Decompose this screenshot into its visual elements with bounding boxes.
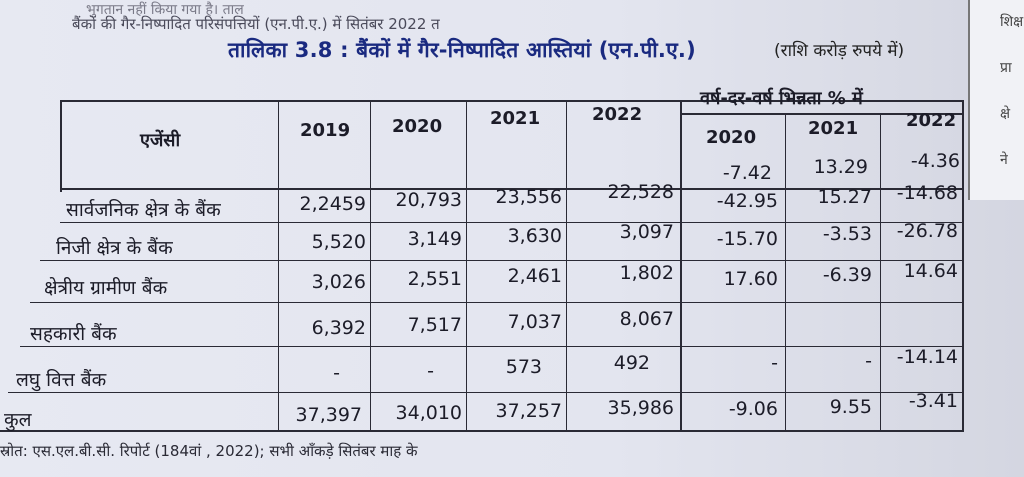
value-cell: 7,037: [507, 311, 562, 333]
intro-line-1: भुगतान नहीं किया गया है। ताल: [86, 2, 244, 18]
intro-line-2: बैंकों की गैर-निष्पादित परिसंपत्तियों (ए…: [72, 15, 440, 33]
side-text: शिक्ष: [1000, 14, 1024, 30]
yoy-cell: -4.36: [910, 150, 960, 172]
yoy-cell: -14.68: [896, 182, 958, 204]
table-unit: (राशि करोड़ रुपये में): [774, 41, 905, 61]
yoy-cell: -6.39: [822, 264, 872, 286]
value-cell: 2,2459: [299, 193, 366, 215]
table-rule: [566, 100, 567, 430]
table-rule: [60, 188, 962, 190]
yoy-cell: -3.53: [822, 223, 872, 245]
value-cell: 3,026: [311, 271, 366, 293]
value-cell: 6,392: [311, 317, 366, 339]
yoy-cell: 17.60: [723, 268, 778, 290]
table-rule: [370, 100, 371, 430]
yoy-cell: -9.06: [728, 398, 778, 420]
yoy-cell: 15.27: [817, 186, 872, 208]
value-cell: 35,986: [607, 397, 674, 419]
value-cell: 37,397: [295, 404, 362, 426]
header-agency: एजेंसी: [140, 130, 181, 151]
row-label: क्षेत्रीय ग्रामीण बैंक: [44, 277, 168, 299]
yoy-cell: -3.41: [908, 390, 958, 412]
value-cell: 37,257: [495, 400, 562, 422]
table-title: तालिका 3.8 : बैंकों में गैर-निष्पादित आस…: [228, 38, 696, 62]
value-cell: 3,149: [407, 228, 462, 250]
table-rule: [962, 100, 964, 432]
row-label: लघु वित्त बैंक: [16, 369, 107, 391]
yoy-cell: -26.78: [896, 220, 958, 242]
value-cell: 23,556: [495, 186, 562, 208]
table-rule: [880, 113, 881, 430]
yoy-cell: 14.64: [903, 260, 958, 282]
row-label: सार्वजनिक क्षेत्र के बैंक: [66, 199, 221, 221]
table-rule: [60, 100, 62, 192]
adjacent-page-strip: शिक्ष प्रा क्षे ने: [968, 0, 1024, 200]
side-text: प्रा: [1000, 60, 1012, 76]
header-yoy-2021: 2021: [808, 118, 859, 139]
yoy-cell: -15.70: [716, 228, 778, 250]
value-cell: 8,067: [619, 308, 674, 330]
header-2020: 2020: [392, 116, 443, 137]
table-rule: [8, 392, 962, 393]
header-yoy-2022: 2022: [906, 110, 957, 131]
header-2022: 2022: [592, 104, 643, 125]
table-source-note: स्रोत: एस.एल.बी.सी. रिपोर्ट (184वां , 20…: [0, 442, 418, 460]
table-rule: [0, 430, 962, 432]
table-rule: [278, 100, 279, 430]
value-cell: -: [427, 360, 434, 382]
table-rule: [680, 100, 682, 430]
yoy-cell: -42.95: [716, 190, 778, 212]
table-rule: [466, 100, 467, 430]
value-cell: 7,517: [407, 314, 462, 336]
header-2021: 2021: [490, 108, 541, 129]
side-text: ने: [1000, 152, 1008, 168]
value-cell: -: [333, 362, 340, 384]
side-text: क्षे: [1000, 106, 1011, 122]
yoy-cell: -14.14: [896, 346, 958, 368]
table-rule: [20, 346, 962, 347]
header-yoy: वर्ष-दर-वर्ष भिन्नता % में: [700, 88, 863, 109]
table-rule: [60, 100, 962, 102]
header-2019: 2019: [300, 120, 351, 141]
value-cell: 5,520: [311, 231, 366, 253]
value-cell: 573: [505, 356, 542, 378]
value-cell: 2,461: [507, 265, 562, 287]
value-cell: 34,010: [395, 402, 462, 424]
value-cell: 3,630: [507, 225, 562, 247]
yoy-cell: 13.29: [813, 156, 868, 178]
value-cell: 492: [613, 352, 650, 374]
value-cell: 20,793: [395, 189, 462, 211]
yoy-cell: -7.42: [722, 162, 772, 184]
table-rule: [60, 222, 962, 223]
header-yoy-2020: 2020: [706, 127, 757, 148]
table-rule: [40, 260, 962, 261]
table-rule: [30, 302, 962, 303]
table-rule: [680, 113, 962, 115]
value-cell: 1,802: [619, 262, 674, 284]
value-cell: 2,551: [407, 268, 462, 290]
yoy-cell: -: [771, 352, 778, 374]
yoy-cell: 9.55: [829, 396, 872, 418]
value-cell: 3,097: [619, 221, 674, 243]
yoy-cell: -: [865, 350, 872, 372]
value-cell: 22,528: [607, 181, 674, 203]
row-label: निजी क्षेत्र के बैंक: [56, 237, 173, 259]
row-label: सहकारी बैंक: [30, 323, 117, 345]
table-rule: [785, 113, 786, 430]
row-label: कुल: [4, 409, 32, 431]
